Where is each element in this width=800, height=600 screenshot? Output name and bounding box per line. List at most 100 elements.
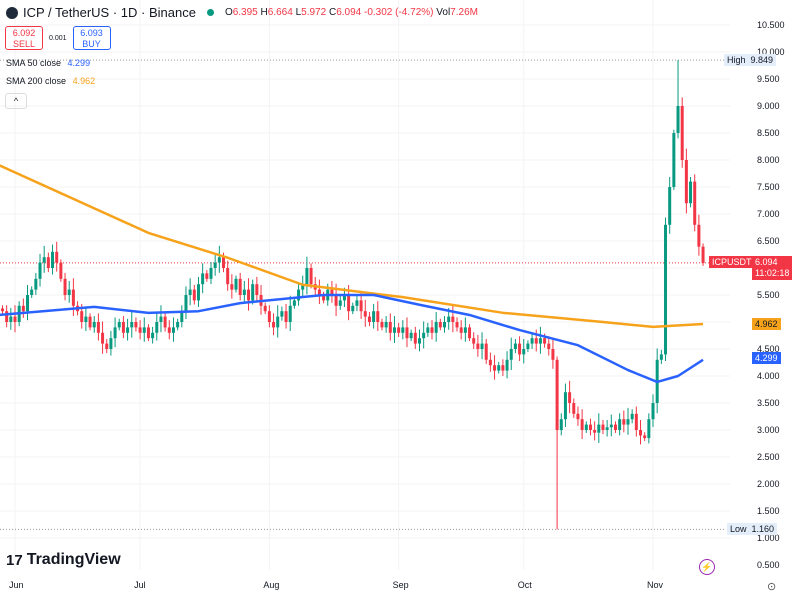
chevron-up-icon[interactable]: ^: [5, 93, 27, 109]
candle-body: [672, 133, 676, 187]
lightning-icon[interactable]: ⚡: [699, 559, 715, 575]
candle-body: [518, 343, 522, 355]
candle-body: [105, 343, 109, 349]
candle-body: [430, 327, 434, 333]
candle-body: [413, 332, 417, 344]
candle-body: [676, 106, 680, 133]
ohlc-readout: O6.395 H6.664 L5.972 C6.094 -0.302 (-4.7…: [224, 7, 478, 18]
icp-logo-icon: [6, 6, 18, 19]
candle-body: [222, 257, 225, 268]
candle-body: [13, 316, 17, 322]
candle-body: [480, 343, 484, 349]
sma200-price-tag: 4.962: [752, 318, 781, 330]
settings-icon[interactable]: ⊙: [767, 581, 777, 593]
y-tick-label: 1.500: [757, 506, 780, 516]
candle-body: [488, 359, 492, 366]
candle-body: [171, 327, 175, 333]
y-tick-label: 6.500: [757, 236, 780, 246]
sma200-legend[interactable]: SMA 200 close 4.962: [6, 76, 96, 86]
candle-body: [555, 359, 559, 430]
candle-body: [322, 295, 326, 301]
candle-body: [96, 322, 100, 333]
candle-body: [280, 311, 284, 317]
candle-body: [584, 424, 588, 430]
candle-body: [547, 343, 551, 349]
candle-body: [5, 311, 9, 322]
y-tick-label: 4.000: [757, 371, 780, 381]
candle-body: [34, 278, 38, 290]
candle-body: [351, 305, 355, 312]
candle-body: [634, 413, 638, 430]
candle-body: [51, 251, 55, 268]
candle-body: [701, 246, 705, 263]
buy-button[interactable]: 6.093 BUY: [72, 26, 111, 50]
candle-body: [417, 338, 421, 344]
candle-body: [330, 289, 334, 295]
symbol-title[interactable]: ICP / TetherUS · 1D · Binance: [23, 5, 196, 20]
candle-body: [618, 419, 622, 430]
candle-body: [468, 327, 472, 339]
candle-body: [38, 262, 42, 279]
candle-body: [664, 224, 668, 355]
x-tick-label: Sep: [393, 580, 409, 590]
sma50-legend[interactable]: SMA 50 close 4.299: [6, 58, 91, 68]
candle-body: [138, 327, 142, 333]
y-tick-label: 3.500: [757, 398, 780, 408]
y-tick-label: 10.500: [757, 20, 785, 30]
candle-body: [9, 316, 13, 322]
candle-body: [55, 251, 59, 263]
candle-body: [126, 327, 130, 333]
symbol-header: ICP / TetherUS · 1D · Binance O6.395 H6.…: [6, 5, 478, 20]
candle-body: [459, 327, 463, 333]
candle-body: [397, 327, 401, 333]
candle-body: [134, 322, 138, 328]
candle-body: [146, 327, 150, 339]
candle-body: [689, 181, 693, 204]
candle-body: [42, 257, 46, 263]
candle-body: [163, 316, 167, 328]
candle-body: [639, 430, 642, 436]
candle-body: [205, 273, 209, 279]
candle-body: [643, 435, 647, 439]
y-tick-label: 0.500: [757, 560, 780, 570]
candle-body: [184, 295, 188, 312]
candle-body: [472, 338, 476, 344]
y-tick-label: 2.500: [757, 452, 780, 462]
candle-body: [447, 316, 451, 322]
candle-body: [568, 392, 572, 403]
sell-button[interactable]: 6.092 SELL: [5, 26, 43, 50]
candle-body: [543, 338, 547, 344]
symbol-price-tag: ICPUSDT: [709, 256, 755, 268]
candle-body: [384, 322, 388, 328]
candle-body: [392, 327, 396, 333]
candle-body: [301, 284, 305, 290]
trade-buttons: 6.092 SELL 0.001 6.093 BUY: [5, 26, 111, 50]
candle-body: [684, 160, 688, 204]
candle-body: [563, 392, 567, 420]
candle-body: [463, 327, 467, 333]
y-tick-label: 7.000: [757, 209, 780, 219]
sma200-line: [0, 164, 704, 329]
candle-body: [659, 354, 663, 360]
candle-body: [530, 338, 534, 344]
candle-body: [130, 322, 134, 328]
candle-body: [247, 289, 251, 301]
candle-body: [263, 305, 267, 312]
candle-body: [242, 289, 246, 295]
candle-body: [46, 257, 50, 268]
candle-body: [155, 322, 159, 333]
candle-body: [121, 322, 125, 333]
candle-body: [409, 332, 413, 339]
candle-body: [176, 322, 180, 328]
candle-body: [272, 322, 276, 328]
candle-body: [451, 316, 455, 322]
candle-body: [626, 419, 630, 425]
candle-body: [109, 338, 113, 349]
candle-body: [59, 262, 63, 279]
candle-body: [92, 322, 96, 328]
candle-body: [238, 278, 242, 295]
candle-body: [230, 284, 234, 290]
spread: 0.001: [49, 34, 67, 42]
candle-body: [347, 295, 351, 312]
